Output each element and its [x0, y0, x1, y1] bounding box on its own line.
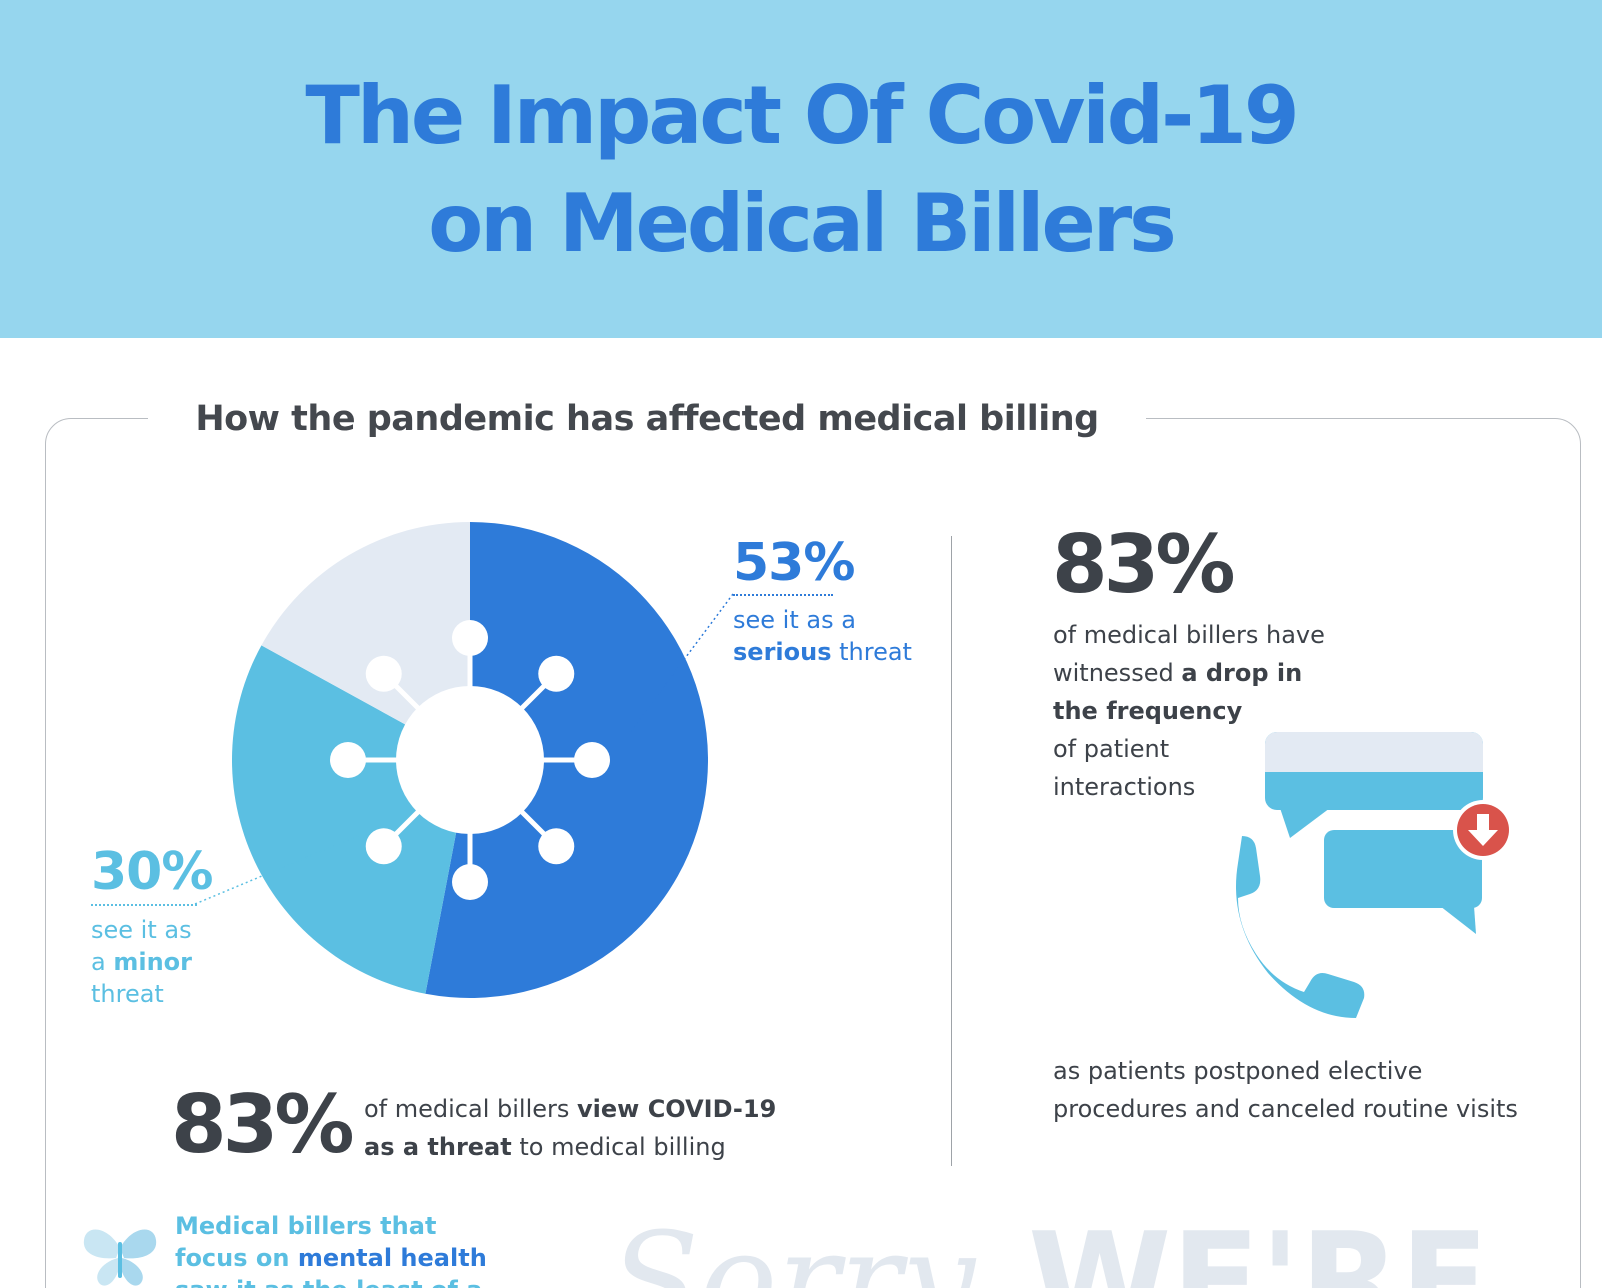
mental-line2: focus on mental health — [175, 1242, 487, 1274]
pie-slice-other — [261, 522, 470, 760]
minor-label-leader — [194, 834, 361, 905]
threat-stat-line2-bold: as a threat — [364, 1133, 512, 1161]
minor-threat-label: see it as a minor threat — [91, 914, 192, 1010]
footnote-line1: as patients postponed elective — [1053, 1057, 1423, 1085]
threat-stat-line1-bold: view COVID-19 — [577, 1095, 777, 1123]
interaction-line2-bold: a drop in — [1181, 659, 1303, 687]
virus-spike — [330, 742, 366, 778]
serious-label-line2: serious threat — [733, 636, 912, 668]
column-divider — [951, 536, 952, 1166]
mental-health-text: Medical billers that focus on mental hea… — [175, 1210, 487, 1288]
minor-label-underline — [91, 904, 197, 906]
title-line-1: The Impact Of Covid-19 — [305, 69, 1299, 162]
virus-spike — [365, 655, 402, 692]
threat-stat-line2: as a threat to medical billing — [364, 1128, 776, 1166]
interaction-line2-plain: witnessed — [1053, 659, 1182, 687]
virus-spike — [452, 864, 488, 900]
virus-spike — [538, 655, 575, 692]
header-banner: The Impact Of Covid-19 on Medical Biller… — [0, 0, 1602, 338]
virus-spike — [365, 828, 402, 865]
interaction-line3-bold: the frequency — [1053, 697, 1243, 725]
watermark-caps: WE'RE — [1028, 1204, 1489, 1288]
mental-line3: saw it as the least of a — [175, 1274, 487, 1288]
virus-icon — [330, 620, 610, 900]
interaction-line2: witnessed a drop in — [1053, 654, 1325, 692]
serious-label-leader — [629, 593, 734, 733]
footnote-line2: procedures and canceled routine visits — [1053, 1095, 1518, 1123]
minor-label-prefix: a — [91, 948, 114, 976]
minor-threat-percent: 30% — [91, 842, 213, 902]
threat-stat-text: of medical billers view COVID-19 as a th… — [364, 1090, 776, 1166]
mental-line2-bold: mental health — [297, 1244, 487, 1272]
threat-stat-line1: of medical billers view COVID-19 — [364, 1090, 776, 1128]
interaction-line1: of medical billers have — [1053, 621, 1325, 649]
minor-label-line1: see it as — [91, 916, 192, 944]
serious-threat-percent: 53% — [733, 533, 855, 593]
virus-core — [396, 686, 544, 834]
interaction-line4: of patient — [1053, 735, 1170, 763]
virus-spike — [574, 742, 610, 778]
minor-label-line3: threat — [91, 980, 164, 1008]
threat-stat-number: 83% — [171, 1078, 354, 1171]
serious-label-underline — [733, 594, 833, 596]
threat-pie-chart — [232, 522, 708, 998]
mental-line2-plain: focus on — [175, 1244, 298, 1272]
interaction-line3: the frequency — [1053, 692, 1325, 730]
serious-threat-label: see it as a serious threat — [733, 604, 912, 668]
mental-line1: Medical billers that — [175, 1212, 437, 1240]
serious-label-rest: threat — [831, 638, 912, 666]
butterfly-icon — [83, 1229, 157, 1286]
minor-label-bold: minor — [113, 948, 192, 976]
minor-label-line2: a minor — [91, 946, 192, 978]
virus-spike — [452, 620, 488, 656]
interaction-line5: interactions — [1053, 773, 1196, 801]
serious-label-bold: serious — [733, 638, 832, 666]
section-heading: How the pandemic has affected medical bi… — [148, 395, 1146, 443]
title-line-2: on Medical Billers — [428, 177, 1177, 270]
phone-chat-icon — [1236, 732, 1513, 1018]
virus-spike — [538, 828, 575, 865]
serious-label-line1: see it as a — [733, 606, 856, 634]
threat-stat-line2-plain: to medical billing — [511, 1133, 726, 1161]
watermark-script: Sorry, — [610, 1204, 1000, 1288]
threat-stat-line1-plain: of medical billers — [364, 1095, 578, 1123]
interaction-drop-text: of medical billers have witnessed a drop… — [1053, 616, 1325, 806]
interaction-drop-number: 83% — [1052, 518, 1235, 611]
interaction-footnote: as patients postponed elective procedure… — [1053, 1052, 1518, 1128]
